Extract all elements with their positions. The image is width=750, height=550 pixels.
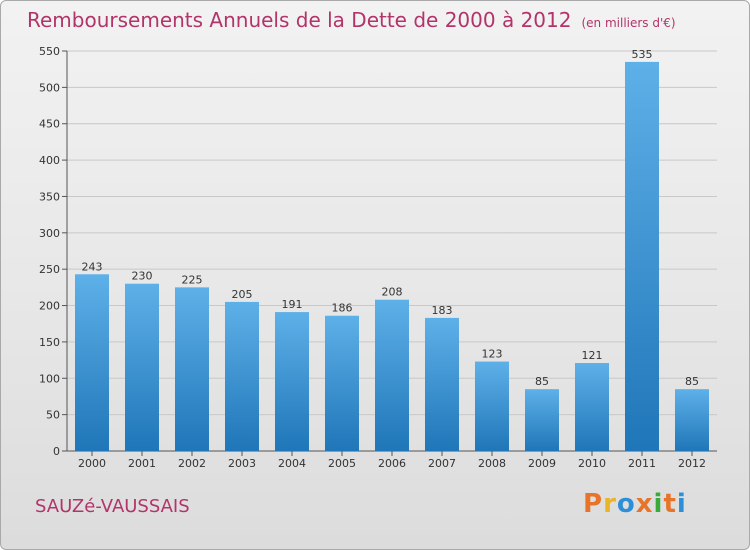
x-tick-label-2001: 2001	[128, 457, 156, 470]
y-tick-label: 100	[39, 372, 60, 385]
x-tick-label-2004: 2004	[278, 457, 306, 470]
x-tick-label-2007: 2007	[428, 457, 456, 470]
x-tick-label-2000: 2000	[78, 457, 106, 470]
x-tick-label-2002: 2002	[178, 457, 206, 470]
x-tick-label-2010: 2010	[578, 457, 606, 470]
bar-2009	[525, 389, 559, 451]
x-tick-label-2012: 2012	[678, 457, 706, 470]
data-label-2004: 191	[282, 298, 303, 311]
bar-2007	[425, 317, 459, 451]
bar-2001	[125, 283, 159, 451]
city-name: SAUZé-VAUSSAIS	[35, 496, 190, 517]
y-tick-label: 250	[39, 263, 60, 276]
y-tick-label: 150	[39, 336, 60, 349]
y-tick-label: 500	[39, 81, 60, 94]
y-tick-label: 400	[39, 154, 60, 167]
x-tick-label-2003: 2003	[228, 457, 256, 470]
bar-2000	[75, 274, 109, 451]
data-label-2001: 230	[132, 270, 153, 283]
x-tick-label-2009: 2009	[528, 457, 556, 470]
data-label-2000: 243	[82, 260, 103, 273]
data-labels: 243 230 225 205 191 186 208 183 123 85 121 535 85	[82, 48, 700, 388]
y-tick-label: 350	[39, 190, 60, 203]
x-tick-label-2006: 2006	[378, 457, 406, 470]
y-tick-labels: 0 50 100 150 200 250 300 350 400 450 500 550	[39, 45, 60, 458]
x-tick-label-2005: 2005	[328, 457, 356, 470]
bar-2003	[225, 301, 259, 451]
data-label-2002: 225	[182, 273, 203, 286]
bars	[75, 61, 709, 452]
bar-2004	[275, 312, 309, 451]
bar-2006	[375, 299, 409, 451]
data-label-2012: 85	[685, 375, 699, 388]
bar-2002	[175, 287, 209, 451]
y-tick-label: 0	[53, 445, 60, 458]
bar-2012	[675, 389, 709, 451]
data-label-2009: 85	[535, 375, 549, 388]
bar-2010	[575, 363, 609, 451]
x-tick-labels: 2000 2001 2002 2003 2004 2005 2006 2007 2008 2009…	[78, 457, 706, 470]
y-tick-label: 550	[39, 45, 60, 58]
data-label-2008: 123	[482, 348, 503, 361]
x-tick-label-2011: 2011	[628, 457, 656, 470]
x-tick-label-2008: 2008	[478, 457, 506, 470]
bar-2005	[325, 315, 359, 451]
y-tick-label: 450	[39, 118, 60, 131]
bar-2008	[475, 361, 509, 451]
data-label-2006: 208	[382, 286, 403, 299]
data-label-2007: 183	[432, 304, 453, 317]
data-label-2010: 121	[582, 349, 603, 362]
chart-title: Remboursements Annuels de la Dette de 20…	[27, 8, 676, 32]
y-tick-label: 200	[39, 300, 60, 313]
data-label-2011: 535	[632, 48, 653, 61]
y-tick-label: 50	[46, 409, 60, 422]
bar-2011	[625, 61, 659, 452]
chart-title-text: Remboursements Annuels de la Dette de 20…	[27, 8, 572, 32]
data-label-2005: 186	[332, 302, 353, 315]
proxiti-logo: Proxiti	[583, 489, 687, 519]
chart-subtitle: (en milliers d'€)	[581, 16, 676, 30]
data-label-2003: 205	[232, 288, 253, 301]
y-tick-label: 300	[39, 227, 60, 240]
